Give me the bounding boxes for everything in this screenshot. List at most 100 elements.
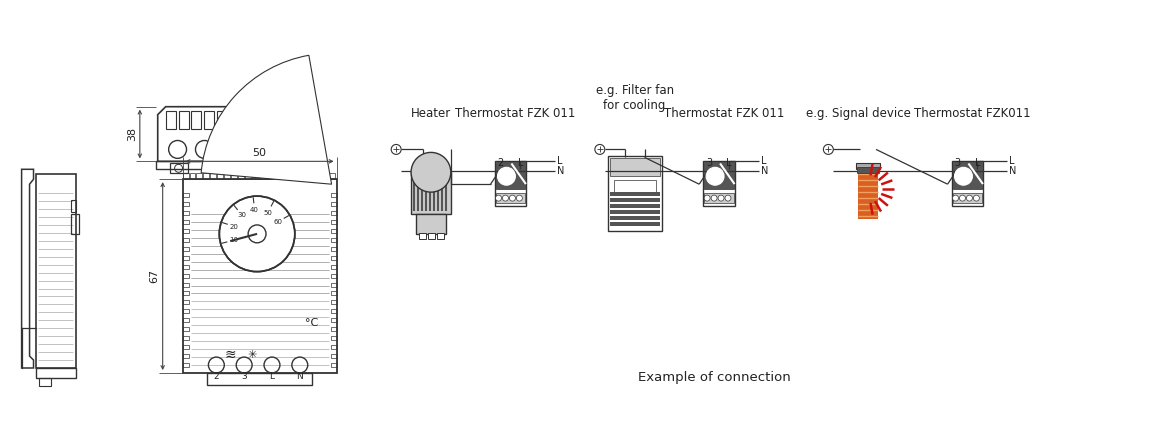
Text: N: N <box>557 166 565 176</box>
Text: 3: 3 <box>954 158 960 168</box>
Bar <box>494 161 527 206</box>
Text: 20: 20 <box>230 224 239 230</box>
Bar <box>610 198 660 202</box>
Text: e.g. Filter fan
for cooling: e.g. Filter fan for cooling <box>596 84 674 112</box>
Bar <box>183 238 189 242</box>
Bar <box>496 162 526 189</box>
Bar <box>210 173 216 179</box>
Bar <box>330 247 337 251</box>
Bar <box>294 173 300 179</box>
Text: Heater: Heater <box>411 107 451 120</box>
Bar <box>183 283 189 287</box>
Bar <box>205 111 214 129</box>
Bar <box>610 204 660 208</box>
Bar <box>330 229 337 233</box>
Bar <box>610 158 660 176</box>
Bar <box>183 179 337 373</box>
Bar <box>704 162 734 189</box>
Bar <box>315 173 321 179</box>
Text: 50: 50 <box>263 210 273 216</box>
Bar <box>266 173 271 179</box>
Bar <box>183 336 189 340</box>
Bar <box>330 345 337 349</box>
Bar <box>301 173 307 179</box>
Bar <box>322 173 328 179</box>
Bar <box>952 162 982 189</box>
Bar <box>183 274 189 278</box>
Circle shape <box>966 195 973 201</box>
Bar <box>183 345 189 349</box>
Text: °C: °C <box>305 318 319 328</box>
Bar <box>610 222 660 226</box>
Bar <box>857 167 879 173</box>
Text: L: L <box>761 156 766 166</box>
Circle shape <box>706 167 724 185</box>
Circle shape <box>973 195 980 201</box>
Bar <box>197 173 202 179</box>
Text: L: L <box>557 156 562 166</box>
Bar <box>183 300 189 305</box>
Bar <box>36 368 76 378</box>
Text: Thermostat FZK011: Thermostat FZK011 <box>914 107 1030 120</box>
Text: Thermostat FZK 011: Thermostat FZK 011 <box>455 107 576 120</box>
Bar <box>183 247 189 251</box>
Text: L: L <box>1010 156 1014 166</box>
Text: L: L <box>269 372 275 381</box>
Circle shape <box>718 195 724 201</box>
Bar <box>71 200 76 212</box>
Wedge shape <box>201 55 331 184</box>
Bar <box>230 111 240 129</box>
Text: 67: 67 <box>150 269 160 283</box>
Bar <box>178 111 189 129</box>
Bar <box>217 111 228 129</box>
Bar <box>308 173 314 179</box>
Bar <box>330 220 337 224</box>
Text: N: N <box>1010 166 1017 176</box>
Bar <box>183 256 189 260</box>
Text: 3: 3 <box>242 372 247 381</box>
Bar <box>286 173 293 179</box>
Bar <box>704 193 734 203</box>
Text: 38: 38 <box>126 127 137 141</box>
Bar <box>610 216 660 220</box>
Bar <box>330 300 337 305</box>
Bar <box>245 173 251 179</box>
Circle shape <box>220 196 294 272</box>
Text: 2: 2 <box>214 372 220 381</box>
Bar <box>330 336 337 340</box>
Bar <box>614 180 657 194</box>
Text: 30: 30 <box>238 212 246 218</box>
Bar <box>183 291 189 296</box>
Text: 40: 40 <box>251 207 259 213</box>
Bar <box>330 202 337 206</box>
Circle shape <box>704 195 710 201</box>
Bar <box>214 163 232 173</box>
Bar <box>183 327 189 331</box>
Text: 10: 10 <box>230 237 238 243</box>
Bar <box>259 173 264 179</box>
Bar <box>183 309 189 313</box>
Bar <box>703 161 735 206</box>
Bar <box>183 211 189 215</box>
Bar <box>155 161 289 169</box>
Bar <box>183 202 189 206</box>
Bar <box>224 173 230 179</box>
Bar <box>496 193 526 203</box>
Bar <box>183 220 189 224</box>
Bar <box>856 163 880 169</box>
Bar <box>411 172 451 214</box>
Bar <box>204 173 209 179</box>
Text: e.g. Signal device: e.g. Signal device <box>806 107 911 120</box>
Bar <box>330 274 337 278</box>
Circle shape <box>503 195 508 201</box>
Bar <box>183 193 189 197</box>
Text: L: L <box>727 158 731 168</box>
Circle shape <box>954 167 973 185</box>
Bar <box>36 174 76 368</box>
Circle shape <box>498 167 515 185</box>
Bar <box>329 173 335 179</box>
Bar <box>183 265 189 269</box>
Bar <box>264 163 283 173</box>
Bar <box>951 161 983 206</box>
Bar <box>279 173 286 179</box>
